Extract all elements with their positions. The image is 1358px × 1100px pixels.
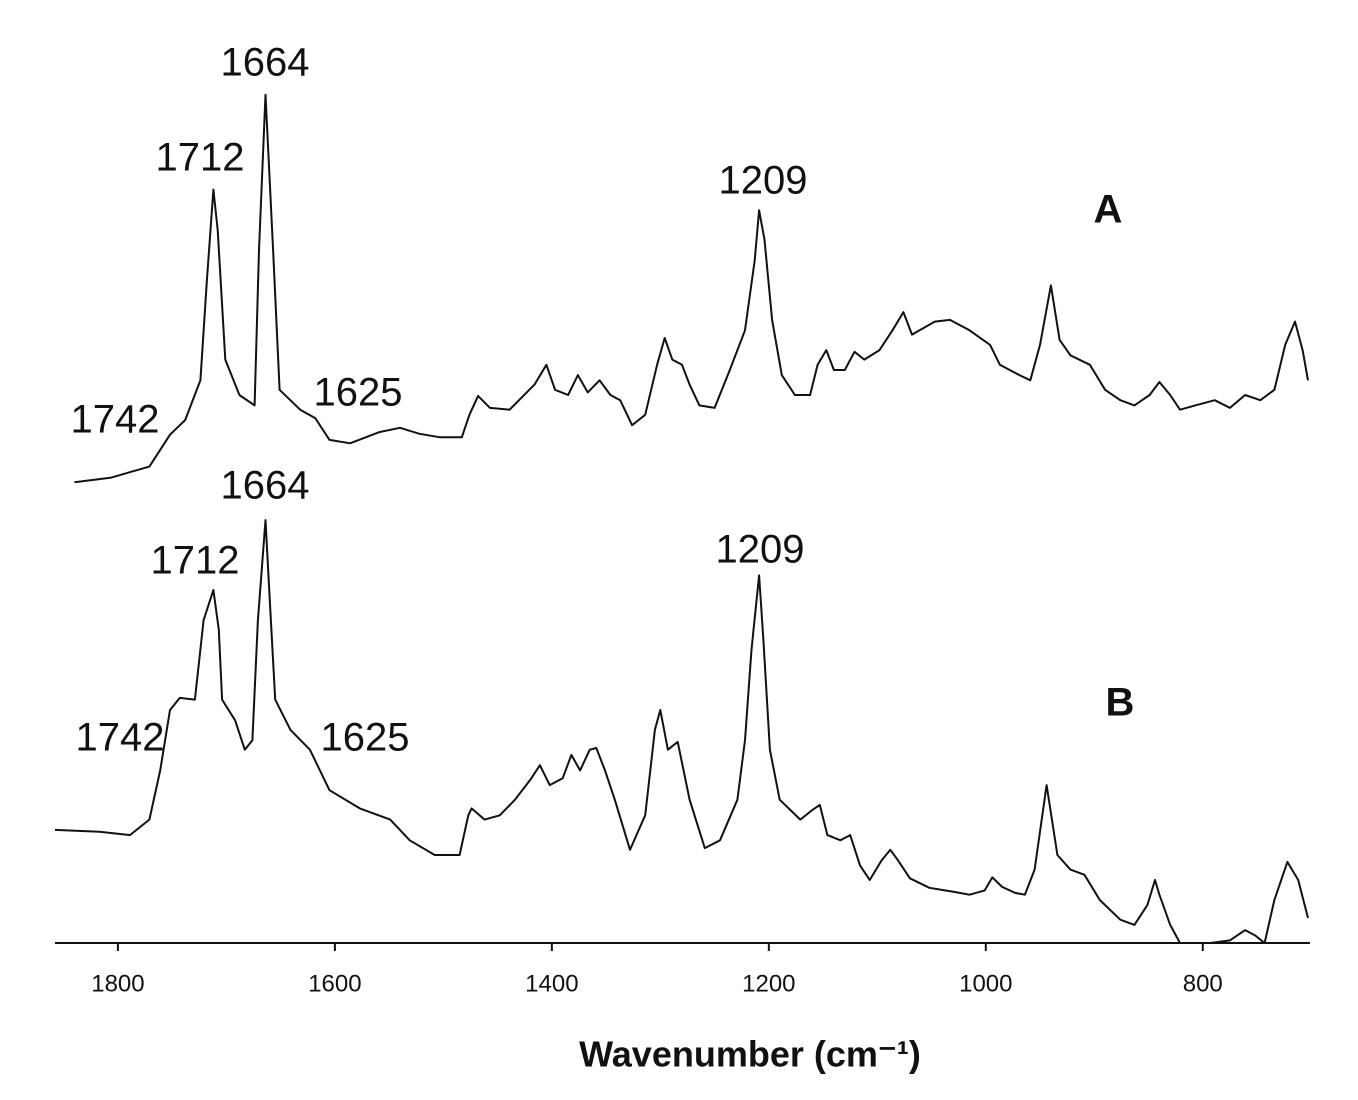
series-label: B: [1106, 681, 1135, 725]
peak-label: 1209: [719, 159, 808, 203]
peak-label: 1625: [321, 716, 410, 760]
peak-label: 1625: [314, 371, 403, 415]
peak-label: 1742: [76, 716, 165, 760]
peak-label: 1664: [221, 41, 310, 85]
x-tick-label: 1600: [308, 970, 361, 997]
spectrum-line: [54, 519, 1309, 944]
peak-label: 1712: [151, 539, 240, 583]
x-axis-label: Wavenumber (cm⁻¹): [579, 1034, 921, 1075]
x-tick-label: 1200: [742, 970, 795, 997]
series-label: A: [1094, 188, 1123, 232]
peak-label: 1712: [156, 136, 245, 180]
peak-label: 1742: [71, 398, 160, 442]
peak-label: 1664: [221, 464, 310, 508]
x-tick-label: 1000: [959, 970, 1012, 997]
x-tick-label: 800: [1183, 970, 1223, 997]
spectrum-line: [74, 93, 1309, 484]
peak-label: 1209: [716, 528, 805, 572]
x-tick-label: 1400: [525, 970, 578, 997]
x-tick-label: 1800: [91, 970, 144, 997]
